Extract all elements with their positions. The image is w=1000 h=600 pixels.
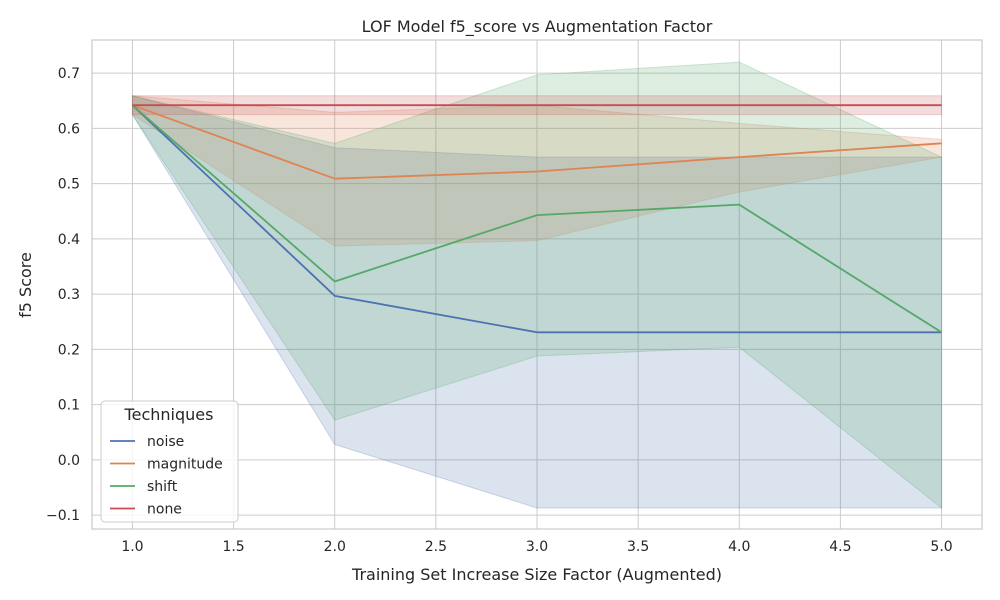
y-tick-label: 0.0	[58, 453, 80, 469]
x-tick-label: 2.0	[324, 539, 346, 555]
y-tick-labels: −0.1 0.0 0.1 0.2 0.3 0.4 0.5 0.6 0.7	[46, 66, 80, 524]
x-tick-label: 5.0	[930, 539, 952, 555]
legend-items: noise magnitude shift none	[110, 434, 223, 518]
series-lines	[131, 104, 943, 334]
y-tick-label: 0.1	[58, 398, 80, 414]
x-tick-label: 3.0	[526, 539, 548, 555]
x-axis-title: Training Set Increase Size Factor (Augme…	[351, 565, 722, 584]
legend-label-magnitude: magnitude	[147, 457, 223, 473]
legend-label-shift: shift	[147, 479, 178, 495]
series-line-noise	[131, 104, 942, 334]
y-tick-label: 0.3	[58, 287, 80, 303]
confidence-band-noise	[131, 95, 943, 509]
legend-box	[100, 400, 239, 523]
y-tick-label: −0.1	[46, 508, 80, 524]
y-axis-title: f5 Score	[16, 252, 35, 318]
series-line-shift	[131, 104, 943, 334]
y-tick-label: 0.4	[58, 232, 80, 248]
legend-label-none: none	[147, 502, 182, 518]
x-tick-label: 1.5	[222, 539, 244, 555]
x-tick-label: 4.5	[829, 539, 851, 555]
confidence-bands	[131, 61, 943, 510]
legend: Techniques noise magnitude shift none	[100, 400, 239, 523]
legend-label-noise: noise	[147, 434, 184, 450]
y-tick-label: 0.6	[58, 121, 80, 137]
plot-frame	[91, 39, 983, 530]
y-tick-label: 0.5	[58, 177, 80, 193]
x-tick-label: 4.0	[728, 539, 750, 555]
grid	[92, 40, 982, 529]
chart-title: LOF Model f5_score vs Augmentation Facto…	[362, 17, 713, 37]
y-tick-label: 0.7	[58, 66, 80, 82]
legend-title: Techniques	[124, 405, 214, 424]
x-tick-label: 1.0	[121, 539, 143, 555]
y-tick-label: 0.2	[58, 342, 80, 358]
series-line-magnitude	[132, 104, 942, 180]
x-tick-label: 3.5	[627, 539, 649, 555]
x-tick-labels: 1.0 1.5 2.0 2.5 3.0 3.5 4.0 4.5 5.0	[121, 539, 952, 555]
x-tick-label: 2.5	[425, 539, 447, 555]
confidence-band-shift	[131, 61, 943, 510]
